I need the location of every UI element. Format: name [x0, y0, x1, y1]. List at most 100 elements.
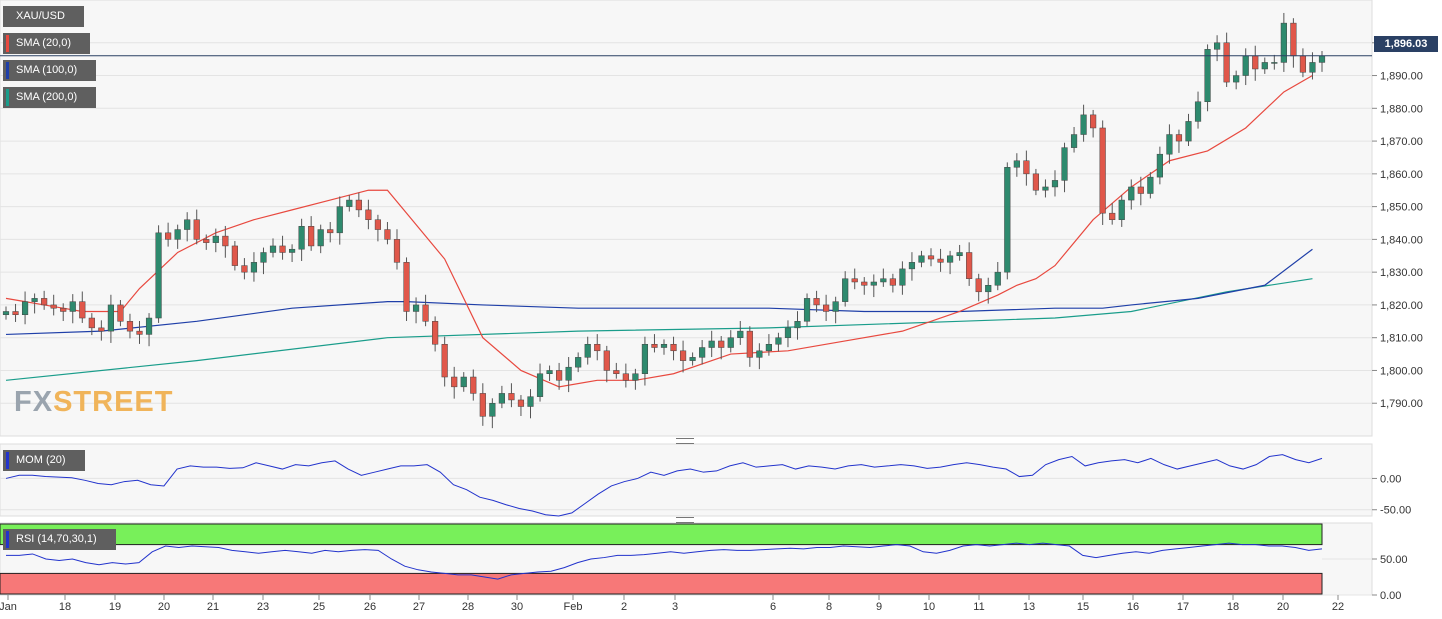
- candle-body: [956, 252, 963, 257]
- candle-body: [727, 337, 734, 348]
- x-tick-label: 9: [876, 601, 882, 613]
- panel-resize-handle-2[interactable]: [676, 517, 694, 523]
- candle-body: [708, 340, 715, 348]
- sma200-swatch: [6, 89, 9, 106]
- candle-body: [1214, 42, 1221, 50]
- y-tick-label: 1,840.00: [1380, 234, 1423, 246]
- x-tick-label: 18: [1227, 601, 1239, 613]
- x-tick-label: 18: [59, 601, 71, 613]
- candle-body: [670, 343, 677, 352]
- candle-body: [517, 399, 525, 407]
- rsi-polyline: [6, 542, 1323, 580]
- x-tick-label: 3: [672, 601, 678, 613]
- x-tick-label: Jan: [0, 601, 17, 613]
- panel-resize-handle-1[interactable]: [676, 438, 694, 444]
- candle-body: [651, 343, 658, 348]
- mom-y-tick-labels: -50.00 0.00: [1372, 473, 1411, 517]
- candle-body: [1223, 42, 1230, 83]
- x-tick-label: 11: [973, 601, 984, 613]
- candle-body: [1023, 160, 1030, 175]
- candle-body: [1147, 176, 1154, 194]
- x-tick-label: 30: [511, 601, 523, 613]
- sma20-legend[interactable]: SMA (20,0): [3, 33, 90, 54]
- candle-body: [908, 262, 916, 270]
- candle-body: [575, 357, 582, 368]
- candle-body: [288, 248, 296, 253]
- y-tick-label: 0.00: [1380, 590, 1401, 602]
- candle-body: [975, 278, 982, 293]
- candle-body: [346, 199, 353, 207]
- sma200-legend-text: SMA (200,0): [16, 91, 78, 103]
- rsi-grid: [1322, 558, 1372, 596]
- candle-body: [117, 304, 124, 322]
- y-tick-label: 1,850.00: [1380, 202, 1423, 214]
- sma100-legend-text: SMA (100,0): [16, 64, 78, 76]
- candle-body: [1166, 134, 1173, 155]
- candle-body: [832, 301, 839, 312]
- candle-body: [41, 298, 48, 306]
- candle-body: [384, 229, 391, 240]
- y-tick-label: 50.00: [1380, 554, 1408, 566]
- x-tick-label: 13: [1023, 601, 1035, 613]
- x-tick-label: 16: [1127, 601, 1139, 613]
- x-tick-label: 8: [826, 601, 832, 613]
- candle-body: [69, 301, 76, 312]
- candle-body: [784, 327, 792, 338]
- candle-body: [1233, 75, 1240, 83]
- candle-body: [946, 255, 954, 263]
- candle-body: [203, 239, 210, 243]
- candle-body: [1290, 22, 1297, 57]
- x-tick-label: 27: [413, 601, 425, 613]
- candle-body: [1261, 62, 1268, 70]
- rsi-y-tick-labels: 0.00 50.00: [1372, 554, 1408, 602]
- candle-body: [136, 330, 143, 335]
- sma100-legend[interactable]: SMA (100,0): [3, 60, 96, 81]
- candle-body: [1242, 55, 1249, 76]
- candle-body: [327, 229, 334, 234]
- mom-swatch: [6, 452, 9, 469]
- candle-body: [1299, 55, 1307, 73]
- candle-body: [422, 304, 429, 322]
- candle-body: [899, 268, 906, 286]
- mom-legend-text: MOM (20): [16, 454, 66, 466]
- x-tick-label: 22: [1332, 601, 1344, 613]
- candle-body: [966, 252, 973, 279]
- candle-body: [823, 304, 830, 312]
- candle-body: [1004, 167, 1011, 273]
- sma100-swatch: [6, 62, 9, 79]
- rsi-overbought-zone: [0, 523, 1323, 546]
- x-tick-label: 26: [364, 601, 376, 613]
- candle-body: [699, 347, 706, 358]
- x-tick-label: 21: [207, 601, 219, 613]
- symbol-label[interactable]: XAU/USD: [3, 6, 84, 27]
- candle-body: [269, 245, 277, 253]
- sma200-line: [5, 278, 1313, 381]
- x-tick-label: 17: [1177, 601, 1189, 613]
- candle-body: [918, 255, 925, 263]
- candle-body: [985, 285, 992, 293]
- mom-legend[interactable]: MOM (20): [3, 450, 85, 471]
- candle-body: [1156, 153, 1163, 178]
- mom-polyline: [5, 454, 1323, 517]
- candle-body: [842, 278, 849, 302]
- y-tick-label: 1,860.00: [1380, 169, 1423, 181]
- candle-body: [1013, 160, 1020, 168]
- rsi-legend-text: RSI (14,70,30,1): [16, 533, 97, 545]
- candle-body: [1090, 114, 1097, 129]
- candle-body: [1194, 101, 1202, 122]
- sma200-legend[interactable]: SMA (200,0): [3, 87, 96, 108]
- x-tick-label: 19: [109, 601, 121, 613]
- candle-body: [145, 317, 153, 335]
- candle-body: [441, 343, 448, 378]
- candle-body: [1051, 180, 1059, 188]
- rsi-legend[interactable]: RSI (14,70,30,1): [3, 529, 116, 550]
- candle-body: [1280, 22, 1287, 63]
- x-tick-label: 6: [770, 601, 776, 613]
- candle-body: [603, 350, 610, 371]
- sma20-legend-text: SMA (20,0): [16, 37, 72, 49]
- candle-body: [184, 219, 191, 230]
- candle-body: [250, 262, 258, 273]
- candle-body: [1118, 199, 1125, 220]
- candle-body: [861, 281, 868, 286]
- candle-body: [222, 235, 229, 247]
